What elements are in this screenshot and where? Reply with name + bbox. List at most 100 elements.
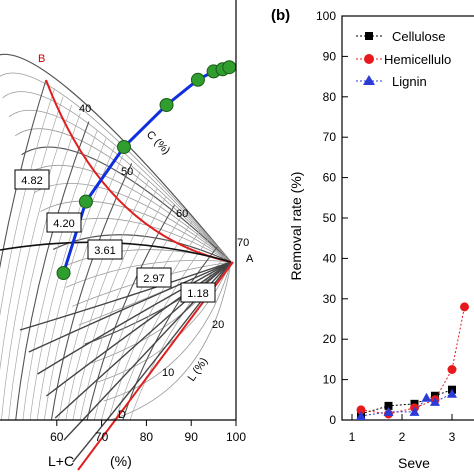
data-point-cellulose-2	[384, 401, 393, 410]
contour-band	[63, 261, 232, 441]
x-tick-label-100: 100	[226, 430, 246, 444]
panel-a-x-unit: (%)	[110, 453, 132, 469]
contour-band	[28, 261, 232, 353]
y-tick-label-80: 80	[323, 90, 337, 104]
severity-box-label: 3.61	[94, 245, 115, 257]
boundary-curve-b	[45, 79, 232, 263]
grid-fan	[93, 213, 184, 421]
l-tick-10: 10	[162, 367, 174, 379]
severity-box-frame	[180, 282, 216, 303]
ternary-grid	[0, 53, 232, 421]
severity-box-frame	[46, 212, 82, 233]
contour-band	[19, 261, 232, 331]
severity-box-5: 1.18	[180, 282, 216, 303]
series-line	[360, 393, 453, 417]
panel-a-x-title: L+C	[48, 453, 74, 469]
grid-fan	[115, 238, 210, 421]
vertex-label-b: B	[38, 53, 45, 65]
series-line	[360, 306, 465, 415]
grid-fan	[29, 138, 107, 421]
severity-box-2: 4.20	[46, 212, 82, 233]
path-point-4	[159, 98, 174, 112]
panel-b-x-title: Seve	[398, 455, 430, 471]
grid-fan	[0, 88, 55, 317]
c-axis-title: C (%)	[144, 129, 172, 157]
c-tick-40: 40	[79, 103, 91, 115]
panel-a-ternary: 4.82 4.20 3.61 2.97 1.18 60 70 80 90 100 B A D 4…	[0, 0, 254, 471]
grid-fan	[65, 179, 150, 421]
legend-label-cellulose: Cellulose	[392, 29, 445, 44]
grid-fan	[22, 129, 98, 421]
severity-box-frame	[136, 267, 172, 288]
grid-arc	[65, 259, 232, 288]
y-tick-label-10: 10	[323, 373, 337, 387]
severity-annotations: 4.82 4.20 3.61 2.97 1.18	[14, 169, 216, 303]
data-point-lignin-3	[409, 406, 420, 416]
x-tick-label-2: 2	[399, 430, 406, 444]
severity-box-frame	[14, 169, 50, 190]
y-tick-label-70: 70	[323, 130, 337, 144]
l-axis-title: L (%)	[186, 356, 211, 384]
series-lignin	[356, 388, 457, 420]
c-tick-60: 60	[176, 208, 188, 220]
legend-label-lignin: Lignin	[392, 74, 427, 89]
severity-box-label: 4.82	[21, 175, 42, 187]
severity-box-frame	[87, 239, 123, 260]
path-point-1	[56, 266, 71, 280]
x-tick-label-60: 60	[50, 430, 64, 444]
severity-box-label: 1.18	[187, 288, 208, 300]
grid-arc	[2, 91, 232, 263]
panel-a-x-ticks: 60 70 80 90 100	[50, 420, 246, 444]
x-tick-label-1: 1	[349, 430, 356, 444]
data-point-hemicellulo-6	[460, 302, 469, 312]
legend-marker-lignin	[363, 75, 375, 85]
grid-arc	[27, 164, 232, 263]
legend-label-hemicellulose: Hemicellulo	[384, 52, 451, 67]
severity-box-4: 2.97	[136, 267, 172, 288]
grid-arc	[21, 146, 232, 263]
panel-b-y-title: Removal rate (%)	[288, 172, 304, 281]
y-tick-label-60: 60	[323, 171, 337, 185]
vertex-label-d: D	[118, 409, 126, 421]
grid-arc	[15, 128, 232, 263]
contour-band	[45, 261, 232, 397]
y-tick-label-20: 20	[323, 332, 337, 346]
grid-arc	[0, 53, 232, 263]
path-point-5	[190, 72, 205, 87]
severity-box-1: 4.82	[14, 169, 50, 190]
x-tick-label-70: 70	[95, 430, 109, 444]
data-point-lignin-1	[356, 410, 366, 420]
data-point-lignin-6	[447, 388, 457, 398]
severity-box-label: 4.20	[53, 218, 74, 230]
contour-band	[72, 261, 232, 463]
panel-b-y-ticks: 0 10 20 30 40 50 60 70 80 90 100	[316, 9, 348, 427]
grid-fan	[79, 196, 167, 421]
y-tick-label-30: 30	[323, 292, 337, 306]
grid-fan	[0, 96, 64, 371]
panel-b-series	[356, 302, 469, 420]
data-point-hemicellulo-1	[356, 405, 366, 415]
c-tick-70: 70	[237, 237, 249, 249]
y-tick-label-0: 0	[329, 413, 336, 427]
x-tick-label-90: 90	[185, 430, 199, 444]
y-tick-label-50: 50	[323, 211, 337, 225]
grid-arc	[0, 72, 232, 263]
legend-marker-cellulose	[365, 32, 373, 40]
l-tick-20: 20	[212, 319, 224, 331]
path-point-2	[78, 194, 93, 209]
grid-fan	[1, 104, 73, 421]
grid-fan	[108, 229, 201, 421]
grid-arc	[8, 109, 232, 263]
y-tick-label-40: 40	[323, 251, 337, 265]
x-tick-label-80: 80	[140, 430, 154, 444]
path-point-3	[117, 140, 131, 154]
panel-b-removal-rate: 0 10 20 30 40 50 60 70 80 90 100 1 2 3 (b) Removal r…	[271, 7, 474, 471]
data-point-lignin-2	[383, 406, 394, 416]
series-cellulose	[357, 385, 456, 418]
data-point-lignin-4	[421, 392, 432, 402]
legend: Cellulose Hemicellulo Lignin	[356, 29, 451, 89]
x-tick-label-3: 3	[449, 430, 456, 444]
c-tick-50: 50	[121, 166, 133, 178]
grid-fan	[101, 221, 193, 421]
